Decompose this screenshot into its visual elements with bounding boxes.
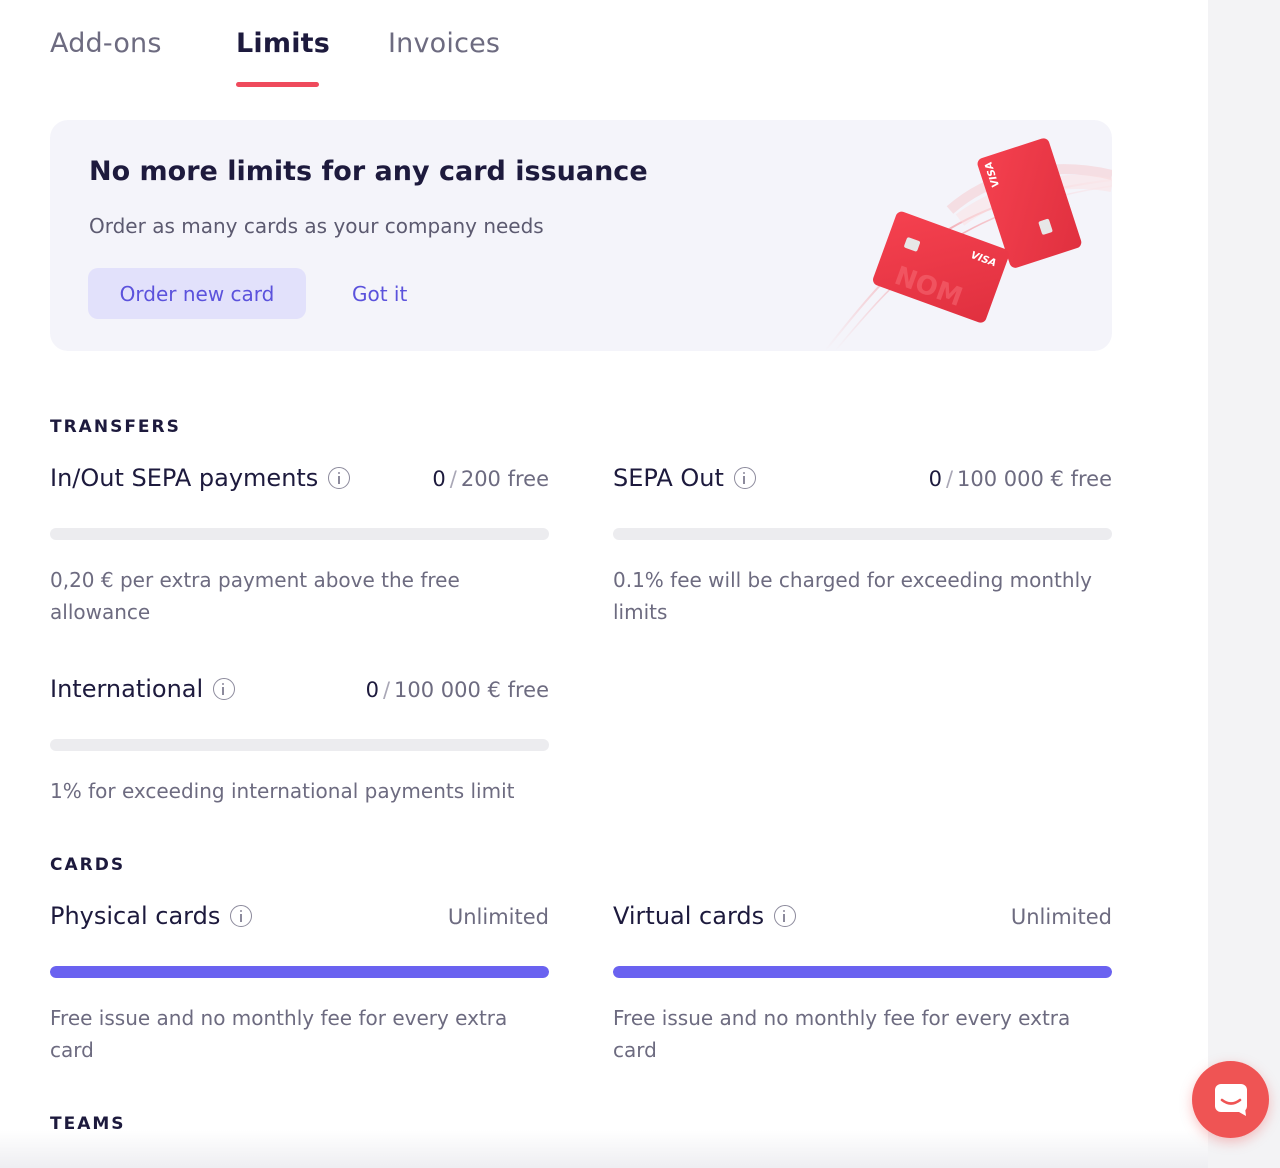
limit-name: Virtual cards xyxy=(613,902,797,930)
limit-international: International 0/100 000 € free 1% for ex… xyxy=(50,675,549,807)
got-it-button[interactable]: Got it xyxy=(352,281,408,306)
info-icon[interactable] xyxy=(328,467,351,489)
limit-usage: 0/100 000 € free xyxy=(365,678,549,702)
cards-illustration: VISA VISA NOM xyxy=(824,138,1112,351)
limit-name: International xyxy=(50,675,236,703)
limit-progress-bar xyxy=(613,966,1112,978)
limit-usage: 0/200 free xyxy=(432,467,549,491)
tab-add-ons[interactable]: Add-ons xyxy=(50,28,162,59)
info-icon[interactable] xyxy=(213,678,236,700)
chat-icon xyxy=(1215,1084,1247,1116)
promo-title: No more limits for any card issuance xyxy=(89,156,648,187)
limit-sepa-out: SEPA Out 0/100 000 € free 0.1% fee will … xyxy=(613,464,1112,628)
teams-section-title: TEAMS xyxy=(50,1114,126,1134)
limit-name: SEPA Out xyxy=(613,464,756,492)
limit-description: 0.1% fee will be charged for exceeding m… xyxy=(613,568,1092,624)
transfers-section-title: TRANSFERS xyxy=(50,417,181,437)
right-rail xyxy=(1208,0,1280,1168)
tab-limits[interactable]: Limits xyxy=(236,28,331,59)
limit-usage: Unlimited xyxy=(1010,905,1112,929)
limit-progress-bar xyxy=(613,528,1112,540)
limit-name: In/Out SEPA payments xyxy=(50,464,351,492)
limit-usage: 0/100 000 € free xyxy=(928,467,1112,491)
limit-description: 1% for exceeding international payments … xyxy=(50,779,515,803)
limit-name: Physical cards xyxy=(50,902,253,930)
limit-description: Free issue and no monthly fee for every … xyxy=(613,1006,1071,1062)
info-icon[interactable] xyxy=(774,905,797,927)
limit-virtual-cards: Virtual cards Unlimited Free issue and n… xyxy=(613,902,1112,1066)
active-tab-indicator xyxy=(236,82,319,87)
promo-subtitle: Order as many cards as your company need… xyxy=(89,214,544,238)
cards-section-title: CARDS xyxy=(50,855,126,875)
info-icon[interactable] xyxy=(733,467,756,489)
limit-usage: Unlimited xyxy=(447,905,549,929)
scroll-fade xyxy=(0,1130,1208,1168)
front-card: VISA NOM xyxy=(873,211,1010,323)
limit-description: 0,20 € per extra payment above the free … xyxy=(50,568,460,624)
limit-progress-bar xyxy=(50,739,549,751)
limit-physical-cards: Physical cards Unlimited Free issue and … xyxy=(50,902,549,1066)
tab-invoices[interactable]: Invoices xyxy=(388,28,501,59)
back-card: VISA xyxy=(977,138,1082,268)
chat-launcher-button[interactable] xyxy=(1192,1061,1269,1138)
limit-progress-bar xyxy=(50,966,549,978)
promo-banner: No more limits for any card issuance Ord… xyxy=(50,120,1112,351)
order-new-card-button[interactable]: Order new card xyxy=(88,268,306,319)
limit-description: Free issue and no monthly fee for every … xyxy=(50,1006,508,1062)
limit-progress-bar xyxy=(50,528,549,540)
limit-sepa-payments: In/Out SEPA payments 0/200 free 0,20 € p… xyxy=(50,464,549,628)
info-icon[interactable] xyxy=(230,905,253,927)
